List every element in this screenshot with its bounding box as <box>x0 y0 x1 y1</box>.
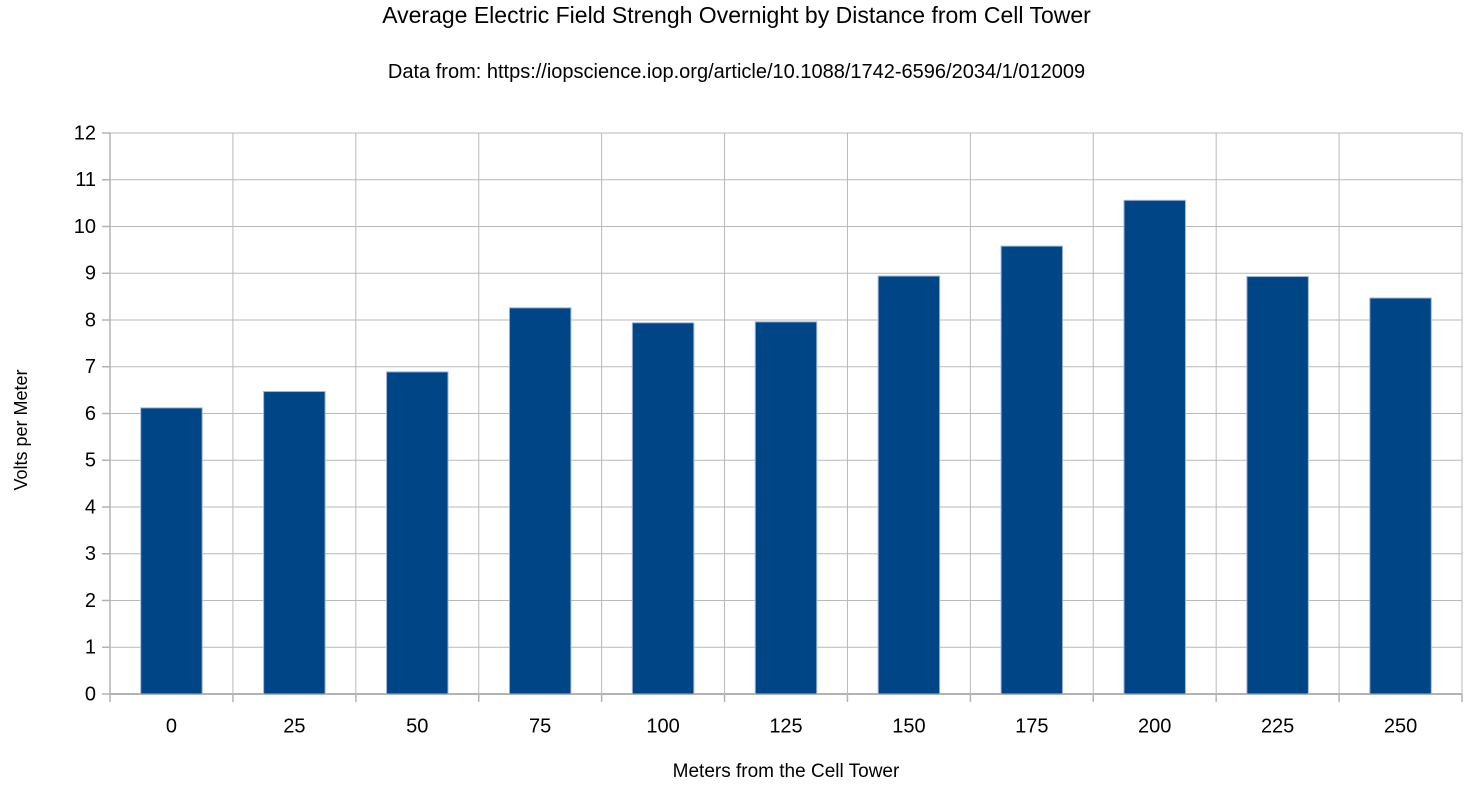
bar-0 <box>140 407 203 695</box>
y-tick-label: 5 <box>85 450 96 472</box>
y-tick-label: 3 <box>85 543 96 565</box>
y-tick-label: 11 <box>75 169 96 191</box>
x-tick-label: 250 <box>1384 715 1417 737</box>
bar-200 <box>1123 199 1186 695</box>
y-tick-label: 6 <box>85 403 96 425</box>
chart-subtitle: Data from: https://iopscience.iop.org/ar… <box>387 61 1086 83</box>
bar-100 <box>631 322 695 695</box>
x-tick-label: 0 <box>166 715 177 737</box>
x-tick-label: 125 <box>769 715 802 737</box>
y-tick-label: 2 <box>85 590 96 612</box>
y-tick-label: 10 <box>74 216 96 238</box>
y-tick-label: 1 <box>85 637 96 659</box>
y-tick-label: 12 <box>74 122 96 144</box>
bar-125 <box>754 321 818 695</box>
x-tick-label: 225 <box>1261 715 1294 737</box>
x-tick-label: 50 <box>406 715 428 737</box>
y-axis-title: Volts per Meter <box>11 369 31 491</box>
bar-50 <box>386 371 449 695</box>
bar-150 <box>877 275 941 695</box>
y-tick-label: 8 <box>85 309 96 331</box>
x-tick-label: 150 <box>892 715 925 737</box>
chart-title: Average Electric Field Strengh Overnight… <box>382 2 1091 28</box>
x-axis-title: Meters from the Cell Tower <box>672 761 900 782</box>
x-tick-label: 175 <box>1015 715 1048 737</box>
bar-225 <box>1246 276 1309 695</box>
bar-25 <box>263 391 326 695</box>
x-tick-label: 200 <box>1138 715 1171 737</box>
bar-175 <box>1000 245 1064 695</box>
y-tick-label: 7 <box>85 356 96 378</box>
x-tick-label: 75 <box>529 715 551 737</box>
bar-250 <box>1369 297 1432 695</box>
y-tick-label: 4 <box>85 496 96 518</box>
bar-75 <box>508 307 572 695</box>
x-tick-label: 100 <box>646 715 679 737</box>
y-tick-label: 0 <box>85 683 96 705</box>
x-tick-label: 25 <box>283 715 305 737</box>
y-tick-label: 9 <box>85 263 96 285</box>
